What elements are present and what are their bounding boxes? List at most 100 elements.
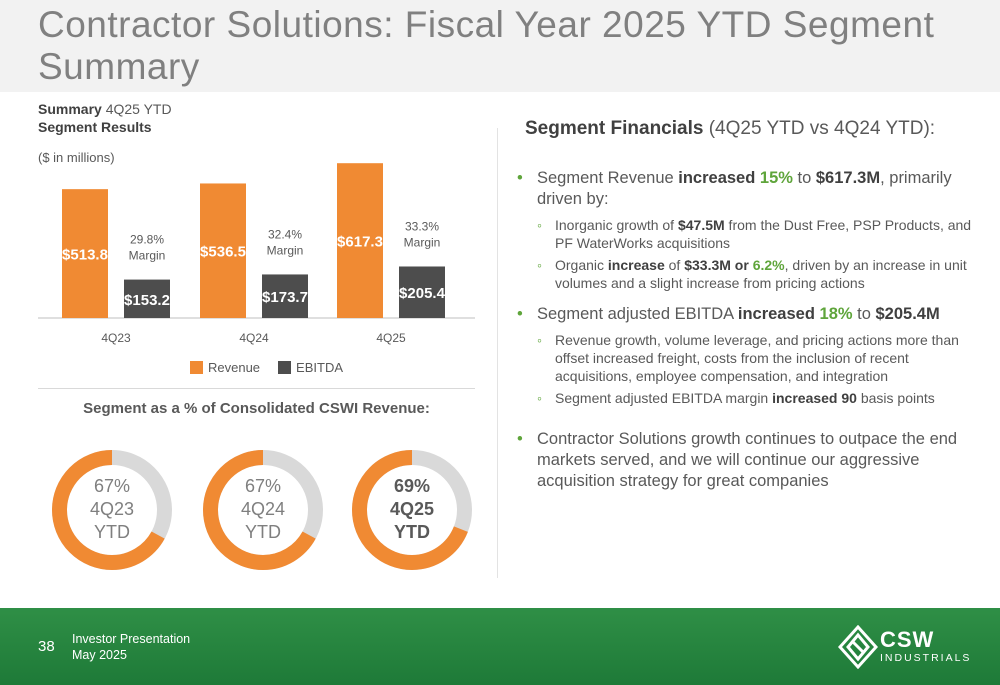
b1b-text4: $33.3M or bbox=[684, 257, 753, 273]
b1-text1: Segment Revenue bbox=[537, 169, 679, 187]
legend-ebitda-swatch bbox=[278, 361, 292, 374]
donut-4q23-period: 4Q23 bbox=[89, 499, 135, 519]
donut-4q24-period: 4Q24 bbox=[240, 499, 286, 519]
sub-bullet-inorganic: Inorganic growth of $47.5M from the Dust… bbox=[515, 216, 975, 252]
b1-text4: to bbox=[792, 169, 816, 187]
summary-rest: 4Q25 YTD bbox=[101, 101, 172, 117]
data-label-ebitda-4Q25: $205.4 bbox=[399, 285, 446, 302]
b1-text6: , primarily driven by: bbox=[537, 169, 952, 208]
margin-pct-4Q25: 33.3% bbox=[405, 219, 439, 233]
chart-legend: Revenue EBITDA bbox=[190, 360, 343, 375]
data-label-revenue-4Q24: $536.5 bbox=[200, 244, 246, 261]
b2a-text1: Revenue growth, volume leverage, and pri… bbox=[555, 332, 959, 384]
x-tick-label-4Q25: 4Q25 bbox=[376, 331, 406, 345]
margin-pct-4Q23: 29.8% bbox=[130, 233, 164, 247]
bar-revenue-4Q25 bbox=[337, 163, 383, 318]
page-number: 38 bbox=[38, 638, 55, 655]
donut-4q24-label: 67% 4Q24 YTD bbox=[203, 475, 323, 544]
b1-text2: increased bbox=[678, 169, 760, 187]
b2-text3: 18% bbox=[819, 305, 853, 323]
margin-pct-4Q24: 32.4% bbox=[268, 227, 302, 241]
donut-fill-4Q23 bbox=[52, 450, 172, 570]
financials-bullets: Segment Revenue increased 15% to $617.3M… bbox=[515, 168, 975, 498]
bullet-growth-strategy: Contractor Solutions growth continues to… bbox=[515, 429, 975, 492]
title-bar bbox=[0, 0, 1000, 92]
donut-4q25-pct: 69% bbox=[393, 476, 431, 496]
sub-bullet-organic: Organic increase of $33.3M or 6.2%, driv… bbox=[515, 256, 975, 292]
b2-text2: increased bbox=[737, 305, 820, 323]
bullet-revenue: Segment Revenue increased 15% to $617.3M… bbox=[515, 168, 975, 210]
financials-heading: Segment Financials (4Q25 YTD vs 4Q24 YTD… bbox=[525, 118, 935, 140]
b1b-text1: Organic bbox=[555, 257, 608, 273]
b1b-text3: of bbox=[664, 257, 685, 273]
summary-heading: Summary 4Q25 YTD Segment Results bbox=[38, 100, 172, 136]
donut-4q23-ytd: YTD bbox=[94, 522, 130, 542]
margin-word-4Q24: Margin bbox=[267, 243, 304, 257]
b2-text4: to bbox=[852, 305, 876, 323]
donut-4q23-pct: 67% bbox=[93, 476, 131, 496]
x-tick-label-4Q24: 4Q24 bbox=[239, 331, 269, 345]
financials-heading-bold: Segment Financials bbox=[525, 118, 704, 139]
donut-4q23: 67% 4Q23 YTD bbox=[52, 440, 172, 580]
margin-word-4Q23: Margin bbox=[129, 249, 166, 263]
donut-4q23-label: 67% 4Q23 YTD bbox=[52, 475, 172, 544]
footer-text: Investor Presentation May 2025 bbox=[72, 631, 190, 663]
donut-4q24-ytd: YTD bbox=[245, 522, 281, 542]
donut-4q25-ytd: YTD bbox=[394, 522, 430, 542]
donut-4q24-ring bbox=[203, 450, 323, 570]
b2-text5: $205.4M bbox=[875, 305, 940, 323]
legend-ebitda: EBITDA bbox=[278, 360, 343, 375]
units-label: ($ in millions) bbox=[38, 150, 115, 165]
donut-fill-4Q25 bbox=[352, 450, 472, 570]
data-label-ebitda-4Q23: $153.2 bbox=[124, 292, 170, 309]
bar-ebitda-4Q24 bbox=[262, 274, 308, 318]
b1a-text3: from the Dust Free, PSP Products, and PF… bbox=[555, 217, 972, 251]
b1b-text6: , driven by an increase in unit volumes … bbox=[555, 257, 967, 291]
segment-results-bar-chart: $513.8 $153.2 29.8% Margin 4Q23 $536.5 $173.7 3… bbox=[38, 163, 475, 345]
sub-bullet-revenue-growth: Revenue growth, volume leverage, and pri… bbox=[515, 331, 975, 385]
donut-4q25-label: 69% 4Q25 YTD bbox=[352, 475, 472, 544]
b1a-text1: Inorganic growth of bbox=[555, 217, 678, 233]
b1-text3: 15% bbox=[759, 169, 793, 187]
data-label-revenue-4Q25: $617.3 bbox=[337, 234, 383, 251]
csw-diamond-logo-icon bbox=[838, 625, 878, 669]
b2b-text1: Segment adjusted EBITDA margin bbox=[555, 390, 773, 406]
logo-word: CSW bbox=[880, 627, 935, 652]
donut-4q23-ring bbox=[52, 450, 172, 570]
x-tick-label-4Q23: 4Q23 bbox=[101, 331, 131, 345]
data-label-revenue-4Q23: $513.8 bbox=[62, 247, 108, 264]
donut-fill-4Q24 bbox=[203, 450, 323, 570]
summary-line2: Segment Results bbox=[38, 119, 152, 135]
column-divider bbox=[497, 128, 498, 578]
b2b-text2: increased 90 bbox=[772, 390, 857, 406]
donut-4q24: 67% 4Q24 YTD bbox=[203, 440, 323, 580]
legend-revenue-swatch bbox=[190, 361, 203, 374]
logo-sub: INDUSTRIALS bbox=[880, 652, 972, 664]
pct-heading: Segment as a % of Consolidated CSWI Reve… bbox=[83, 400, 430, 417]
b1b-text2: increase bbox=[607, 257, 665, 273]
legend-revenue: Revenue bbox=[190, 360, 260, 375]
section-divider bbox=[38, 388, 475, 389]
legend-revenue-label: Revenue bbox=[208, 360, 261, 375]
b2b-text3: basis points bbox=[856, 390, 935, 406]
bar-ebitda-4Q23 bbox=[124, 279, 170, 318]
bar-revenue-4Q23 bbox=[62, 189, 108, 318]
data-label-ebitda-4Q24: $173.7 bbox=[262, 289, 308, 306]
b2-text1: Segment adjusted EBITDA bbox=[537, 305, 738, 323]
b1b-text5: 6.2% bbox=[752, 257, 785, 273]
page-title: Contractor Solutions: Fiscal Year 2025 Y… bbox=[38, 4, 935, 87]
financials-heading-rest: (4Q25 YTD vs 4Q24 YTD): bbox=[703, 118, 936, 139]
b1-text5: $617.3M bbox=[815, 169, 881, 187]
bar-ebitda-4Q25 bbox=[399, 266, 445, 318]
legend-ebitda-label: EBITDA bbox=[296, 360, 344, 375]
donut-4q25: 69% 4Q25 YTD bbox=[352, 440, 472, 580]
b3-text1: Contractor Solutions growth continues to… bbox=[537, 430, 958, 490]
summary-bold: Summary bbox=[38, 101, 102, 117]
company-logo: CSW INDUSTRIALS bbox=[838, 623, 978, 671]
sub-bullet-margin: Segment adjusted EBITDA margin increased… bbox=[515, 389, 975, 407]
margin-word-4Q25: Margin bbox=[404, 235, 441, 249]
bullet-ebitda: Segment adjusted EBITDA increased 18% to… bbox=[515, 304, 975, 325]
footer-line1: Investor Presentation bbox=[72, 632, 191, 646]
donut-4q25-ring bbox=[352, 450, 472, 570]
footer-line2: May 2025 bbox=[72, 648, 127, 662]
